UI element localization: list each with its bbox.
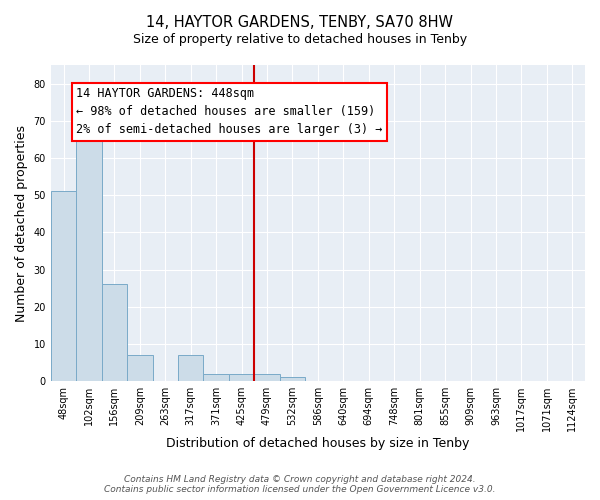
Bar — [178, 355, 203, 381]
Text: Contains HM Land Registry data © Crown copyright and database right 2024.
Contai: Contains HM Land Registry data © Crown c… — [104, 474, 496, 494]
Text: 14, HAYTOR GARDENS, TENBY, SA70 8HW: 14, HAYTOR GARDENS, TENBY, SA70 8HW — [146, 15, 454, 30]
Bar — [101, 284, 127, 381]
Bar — [229, 374, 254, 381]
Text: Size of property relative to detached houses in Tenby: Size of property relative to detached ho… — [133, 32, 467, 46]
Y-axis label: Number of detached properties: Number of detached properties — [15, 124, 28, 322]
Bar — [51, 192, 76, 381]
Bar — [127, 355, 152, 381]
Bar — [254, 374, 280, 381]
Text: 14 HAYTOR GARDENS: 448sqm
← 98% of detached houses are smaller (159)
2% of semi-: 14 HAYTOR GARDENS: 448sqm ← 98% of detac… — [76, 88, 383, 136]
Bar — [76, 140, 101, 381]
Bar — [203, 374, 229, 381]
Bar — [280, 378, 305, 381]
X-axis label: Distribution of detached houses by size in Tenby: Distribution of detached houses by size … — [166, 437, 470, 450]
